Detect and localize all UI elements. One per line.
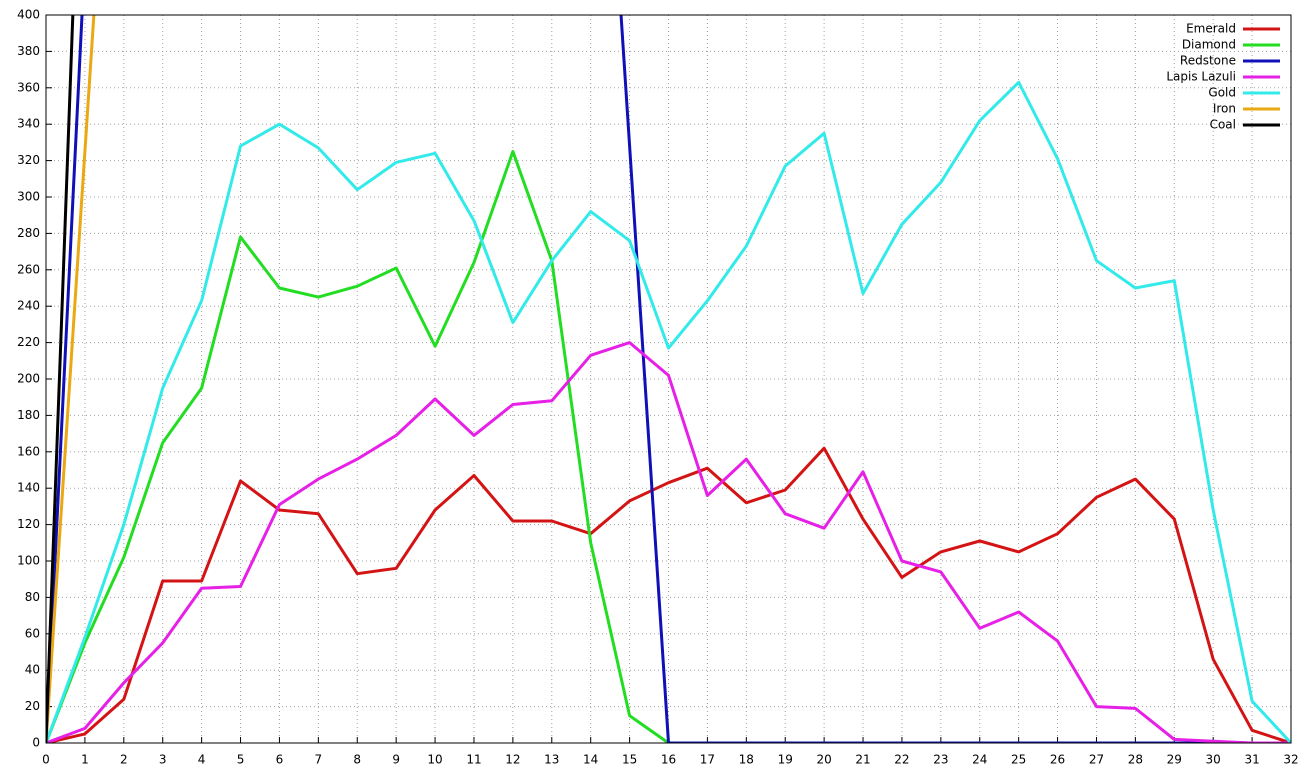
x-tick-label: 17 [700, 753, 715, 767]
x-tick-label: 7 [315, 753, 323, 767]
x-tick-label: 32 [1283, 753, 1298, 767]
x-tick-label: 3 [159, 753, 167, 767]
x-tick-label: 21 [855, 753, 870, 767]
x-tick-label: 20 [816, 753, 831, 767]
y-tick-label: 300 [17, 190, 40, 204]
x-tick-label: 4 [198, 753, 206, 767]
legend: Emerald Diamond Redstone Lapis Lazuli Gold Ir… [1166, 22, 1280, 132]
y-tick-label: 40 [25, 663, 40, 677]
x-tick-label: 1 [81, 753, 89, 767]
series-line [46, 341, 1291, 743]
y-tick-label: 140 [17, 481, 40, 495]
x-tick-label: 29 [1167, 753, 1182, 767]
y-tick-label: 360 [17, 80, 40, 94]
legend-label: Lapis Lazuli [1166, 70, 1236, 84]
y-tick-label: 320 [17, 153, 40, 167]
x-tick-label: 19 [778, 753, 793, 767]
x-tick-label: 16 [661, 753, 676, 767]
y-tick-label: 240 [17, 299, 40, 313]
x-tick-label: 22 [894, 753, 909, 767]
x-tick-label: 11 [466, 753, 481, 767]
legend-label: Diamond [1182, 38, 1236, 52]
x-tick-label: 14 [583, 753, 598, 767]
x-tick-label: 27 [1089, 753, 1104, 767]
y-tick-label: 120 [17, 517, 40, 531]
x-tick-label: 26 [1050, 753, 1065, 767]
x-tick-label: 5 [237, 753, 245, 767]
y-tick-label: 340 [17, 117, 40, 131]
y-tick-label: 80 [25, 590, 40, 604]
x-tick-label: 24 [972, 753, 987, 767]
legend-label: Redstone [1180, 54, 1236, 68]
series-line [46, 446, 1291, 743]
y-tick-label: 100 [17, 554, 40, 568]
tick-labels: 0204060801001201401601802002202402602803… [17, 8, 1299, 767]
y-tick-label: 20 [25, 699, 40, 713]
x-tick-label: 23 [933, 753, 948, 767]
y-tick-label: 200 [17, 372, 40, 386]
y-tick-label: 400 [17, 8, 40, 22]
y-tick-label: 260 [17, 262, 40, 276]
x-tick-label: 13 [544, 753, 559, 767]
x-tick-label: 2 [120, 753, 128, 767]
y-tick-label: 220 [17, 335, 40, 349]
y-tick-label: 60 [25, 626, 40, 640]
y-tick-label: 380 [17, 44, 40, 58]
x-tick-label: 18 [739, 753, 754, 767]
x-tick-label: 15 [622, 753, 637, 767]
y-tick-label: 180 [17, 408, 40, 422]
series-line [46, 80, 1291, 743]
legend-label: Coal [1210, 118, 1236, 132]
x-tick-label: 28 [1128, 753, 1143, 767]
x-tick-label: 0 [42, 753, 50, 767]
plot-border [45, 14, 1292, 744]
plot-lines [46, 15, 1291, 743]
x-tick-label: 12 [505, 753, 520, 767]
x-tick-label: 31 [1244, 753, 1259, 767]
legend-label: Iron [1213, 102, 1236, 116]
y-tick-label: 280 [17, 226, 40, 240]
x-tick-label: 10 [427, 753, 442, 767]
legend-label: Gold [1208, 86, 1236, 100]
x-tick-label: 30 [1206, 753, 1221, 767]
x-tick-label: 6 [276, 753, 284, 767]
x-tick-label: 8 [353, 753, 361, 767]
y-tick-label: 160 [17, 444, 40, 458]
legend-label: Emerald [1186, 22, 1236, 36]
series-line [46, 150, 1291, 743]
x-tick-label: 9 [392, 753, 400, 767]
x-tick-label: 25 [1011, 753, 1026, 767]
y-tick-label: 0 [32, 736, 40, 750]
